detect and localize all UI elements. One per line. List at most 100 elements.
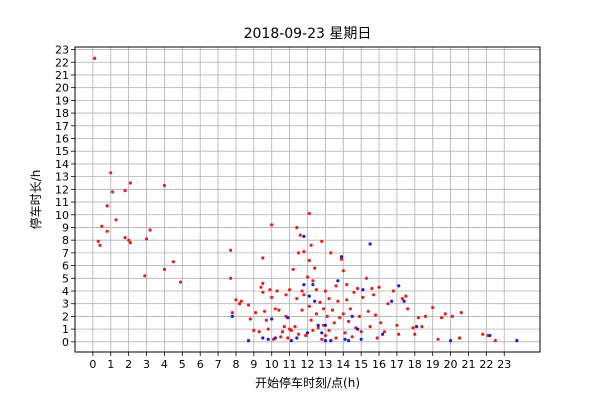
x-tick-label: 6 (197, 358, 204, 371)
x-tick-label: 16 (372, 358, 386, 371)
x-axis-ticks: 0 1 2 3 4 5 6 7 8 9 10 11 12 13 14 15 16 17 18 19 20 21 22 23 (89, 352, 511, 371)
data-point-red (266, 327, 270, 331)
data-point-red (261, 290, 265, 294)
x-tick-label: 23 (497, 358, 511, 371)
data-point-red (268, 288, 272, 292)
data-point-blue (359, 337, 363, 341)
x-tick-label: 8 (232, 358, 239, 371)
data-point-blue (515, 339, 519, 343)
data-point-red (123, 189, 127, 193)
data-point-red (305, 275, 310, 279)
grid-lines (75, 47, 540, 352)
data-point-red (289, 328, 293, 332)
data-point-blue (323, 339, 327, 343)
x-tick-label: 2 (125, 358, 132, 371)
data-point-red (341, 269, 345, 273)
data-point-red (273, 307, 277, 311)
data-point-red (386, 302, 390, 306)
data-point-red (302, 293, 306, 297)
data-point-red (411, 326, 415, 330)
data-point-blue (390, 299, 394, 303)
data-point-red (307, 258, 311, 263)
x-tick-label: 1 (107, 358, 114, 371)
data-point-red (377, 285, 381, 289)
y-tick-label: 12 (55, 183, 69, 196)
data-point-red (302, 250, 306, 254)
data-point-red (364, 276, 369, 280)
data-point-blue (311, 283, 315, 287)
data-point-blue (397, 284, 401, 288)
data-point-red (334, 284, 338, 288)
data-point-red (229, 276, 233, 280)
data-point-red (341, 312, 345, 316)
data-point-red (431, 305, 435, 310)
data-point-red (109, 171, 113, 175)
data-point-red (457, 336, 462, 340)
y-tick-label: 10 (55, 209, 69, 222)
data-point-red (327, 328, 331, 332)
data-point-red (291, 267, 295, 271)
data-point-red (248, 317, 252, 321)
x-tick-label: 5 (179, 358, 186, 371)
x-tick-label: 10 (265, 358, 279, 371)
data-point-red (309, 243, 313, 247)
data-point-red (481, 332, 485, 336)
data-point-red (357, 314, 361, 318)
x-tick-label: 0 (89, 358, 96, 371)
data-point-red (114, 218, 118, 222)
data-point-red (314, 312, 318, 316)
data-point-red (356, 286, 360, 291)
data-point-red (309, 318, 313, 322)
y-tick-label: 3 (62, 298, 69, 311)
data-point-red (320, 239, 324, 243)
data-point-red (416, 316, 420, 320)
data-point-red (239, 299, 243, 303)
data-point-red (420, 325, 424, 329)
data-point-red (237, 302, 242, 306)
data-point-red (322, 307, 326, 311)
data-point-red (334, 336, 338, 340)
y-tick-label: 17 (55, 120, 69, 133)
data-point-red (325, 314, 329, 318)
x-axis-label: 开始停车时刻/点(h) (255, 375, 360, 390)
data-point-blue (368, 242, 372, 246)
y-tick-label: 0 (62, 336, 69, 349)
data-point-red (298, 233, 302, 237)
data-point-blue (230, 314, 234, 318)
y-tick-label: 8 (62, 234, 69, 247)
data-point-red (295, 225, 299, 230)
data-point-red (280, 330, 285, 334)
chart-title: 2018-09-23 星期日 (244, 26, 372, 42)
data-point-blue (350, 314, 354, 318)
y-tick-label: 21 (55, 69, 69, 82)
data-point-red (144, 237, 149, 241)
x-tick-label: 3 (143, 358, 150, 371)
data-point-blue (343, 337, 347, 341)
data-point-blue (266, 337, 270, 341)
data-point-red (314, 288, 318, 292)
data-point-red (359, 330, 363, 334)
data-point-red (284, 293, 288, 297)
data-point-red (336, 299, 340, 303)
data-point-red (307, 304, 311, 308)
data-point-red (361, 295, 365, 299)
y-tick-label: 11 (55, 196, 69, 209)
data-point-red (382, 330, 386, 334)
x-tick-label: 18 (408, 358, 422, 371)
x-tick-label: 7 (215, 358, 222, 371)
data-point-red (229, 248, 233, 252)
y-tick-label: 13 (55, 171, 69, 184)
data-point-red (257, 330, 261, 334)
x-tick-label: 22 (479, 358, 493, 371)
data-point-blue (415, 325, 419, 329)
data-point-red (423, 314, 428, 318)
data-point-red (300, 289, 304, 293)
data-point-red (345, 283, 349, 287)
y-tick-label: 19 (55, 94, 69, 107)
data-point-red (397, 332, 401, 336)
x-tick-label: 14 (336, 358, 350, 371)
data-point-red (440, 316, 444, 320)
data-point-red (128, 241, 132, 245)
data-point-red (127, 238, 131, 242)
data-point-red (279, 335, 283, 339)
